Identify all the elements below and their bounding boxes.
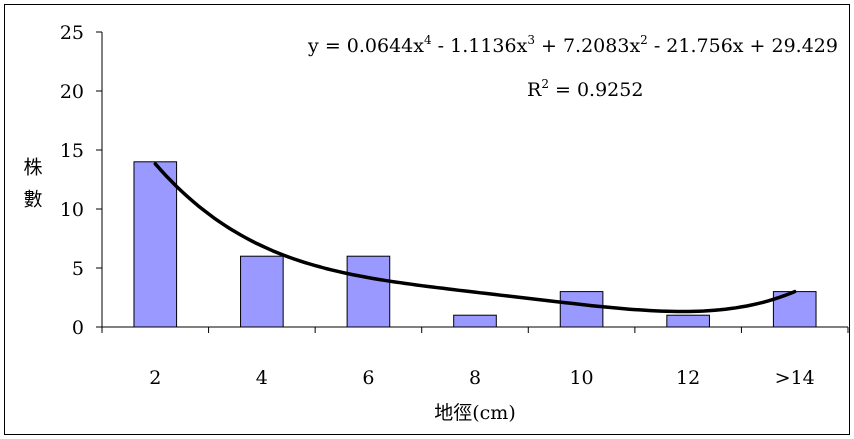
bar <box>666 314 710 328</box>
eq-term2: + 7.2083x <box>535 35 640 57</box>
trendline-equation: y = 0.0644x4 - 1.1136x3 + 7.2083x2 - 21.… <box>307 33 838 57</box>
eq-exp2: 2 <box>640 33 648 47</box>
x-tick-label: 10 <box>569 367 593 389</box>
x-ticks: 2 4 6 8 10 12 >14 <box>101 327 849 389</box>
x-tick-label: >14 <box>775 367 815 389</box>
r-squared: R2 = 0.9252 <box>527 77 643 101</box>
x-axis-label: 地徑(cm) <box>434 402 515 424</box>
x-tick-label: 4 <box>256 367 268 389</box>
trendline <box>153 162 797 314</box>
r2-rest: = 0.9252 <box>549 79 643 101</box>
bar <box>133 161 178 328</box>
bars <box>133 161 817 328</box>
chart-border <box>4 4 850 435</box>
y-tick-label: 20 <box>60 81 84 103</box>
y-axis-label: 株數 <box>23 157 42 211</box>
y-tick-label: 5 <box>72 258 84 280</box>
y-axis-label-char: 數 <box>23 189 42 211</box>
bar <box>559 291 604 328</box>
eq-exp3: 3 <box>527 33 535 47</box>
eq-lead: y = 0.0644x <box>307 35 424 57</box>
y-tick-label: 0 <box>72 317 84 339</box>
y-axis-label-char: 株 <box>23 157 42 179</box>
r2-lead: R <box>527 79 542 101</box>
eq-rest: - 21.756x + 29.429 <box>648 35 838 57</box>
x-tick-label: 6 <box>362 367 374 389</box>
y-ticks: 0 5 10 15 20 25 <box>60 22 102 339</box>
eq-exp4: 4 <box>424 33 432 47</box>
r2-exp: 2 <box>541 77 549 91</box>
bar <box>346 255 391 328</box>
axes <box>101 32 848 328</box>
bar <box>453 314 497 328</box>
y-tick-label: 10 <box>60 199 84 221</box>
bar <box>240 255 284 328</box>
x-tick-label: 8 <box>469 367 481 389</box>
x-tick-label: 2 <box>149 367 161 389</box>
y-tick-label: 25 <box>60 22 84 44</box>
eq-term3: - 1.1136x <box>432 35 528 57</box>
x-tick-label: 12 <box>676 367 700 389</box>
y-tick-label: 15 <box>60 140 84 162</box>
